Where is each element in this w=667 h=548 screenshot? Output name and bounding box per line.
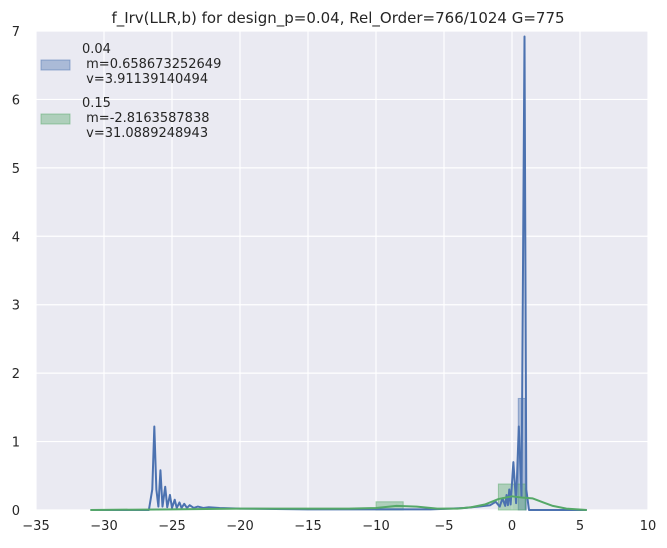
y-tick-label: 5 [12, 162, 20, 177]
x-tick-label: −10 [362, 519, 389, 534]
y-tick-label: 0 [12, 504, 20, 519]
legend-label: 0.15 [82, 96, 111, 111]
legend-label: m=-2.8163587838 [82, 111, 210, 126]
kde-lines [90, 35, 587, 511]
legend-swatch [40, 113, 71, 125]
y-tick-label: 3 [12, 299, 20, 314]
legend-label: v=3.91139140494 [82, 72, 208, 87]
x-tick-label: −30 [90, 519, 117, 534]
y-tick-label: 2 [12, 367, 20, 382]
x-tick-label: −25 [158, 519, 185, 534]
y-tick-label: 4 [12, 230, 20, 245]
plot-background [36, 31, 648, 510]
legend-label: v=31.0889248943 [82, 126, 208, 141]
x-tick-label: 5 [576, 519, 584, 534]
x-tick-label: −15 [294, 519, 321, 534]
series-line [90, 495, 587, 511]
x-tick-label: 10 [640, 519, 657, 534]
legend-swatch [40, 59, 71, 71]
legend-label: m=0.658673252649 [82, 57, 221, 72]
x-tick-label: −5 [434, 519, 453, 534]
y-tick-label: 1 [12, 436, 20, 451]
y-tick-label: 7 [12, 25, 20, 40]
x-tick-label: 0 [508, 519, 516, 534]
tick-labels: −35 −30 −25 −20 −15 −10 −5 0 5 10 0 1 2 3 4 5 6 7 [12, 25, 657, 534]
legend: 0.04 m=0.658673252649 v=3.91139140494 0.1… [40, 42, 221, 141]
y-tick-label: 6 [12, 93, 20, 108]
x-tick-label: −20 [226, 519, 253, 534]
x-tick-label: −35 [22, 519, 49, 534]
legend-label: 0.04 [82, 42, 111, 57]
chart-title: f_Irv(LLR,b) for design_p=0.04, Rel_Orde… [111, 9, 564, 28]
